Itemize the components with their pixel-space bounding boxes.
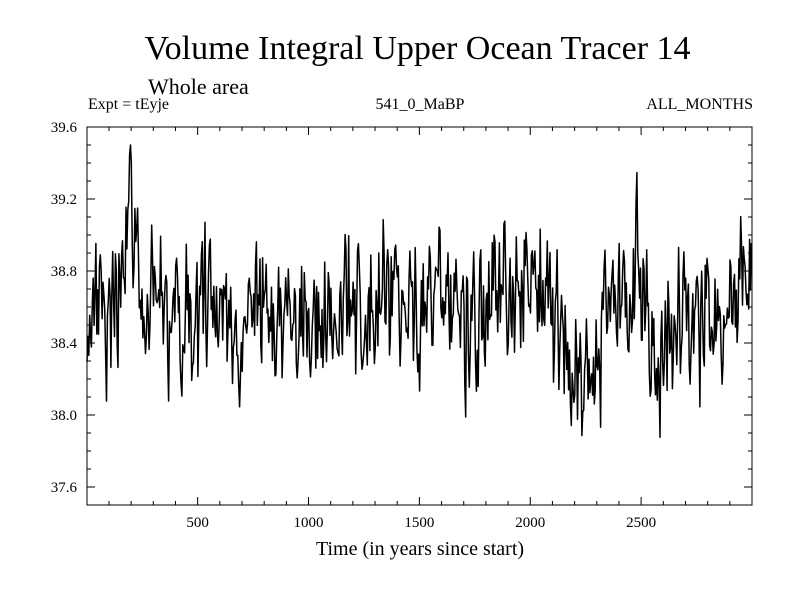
x-tick-label: 1000 (294, 515, 324, 531)
chart-subtitle: Whole area (148, 74, 249, 99)
months-label: ALL_MONTHS (646, 96, 753, 113)
y-tick-label: 37.6 (51, 480, 78, 496)
series-line (86, 144, 753, 439)
x-tick-label: 500 (186, 515, 209, 531)
run-label: 541_0_MaBP (375, 96, 465, 113)
x-tick-label: 2000 (515, 515, 545, 531)
y-tick-label: 38.0 (51, 408, 77, 424)
x-axis-label: Time (in years since start) (315, 538, 525, 560)
y-tick-label: 39.2 (51, 192, 77, 208)
expt-label: Expt = tEyje (88, 96, 170, 113)
x-tick-label: 1500 (404, 515, 434, 531)
y-tick-label: 38.8 (51, 264, 77, 280)
y-tick-label: 39.6 (51, 120, 78, 136)
chart-title: Volume Integral Upper Ocean Tracer 14 (144, 30, 691, 67)
x-tick-label: 2500 (626, 515, 656, 531)
y-tick-label: 38.4 (51, 336, 78, 352)
